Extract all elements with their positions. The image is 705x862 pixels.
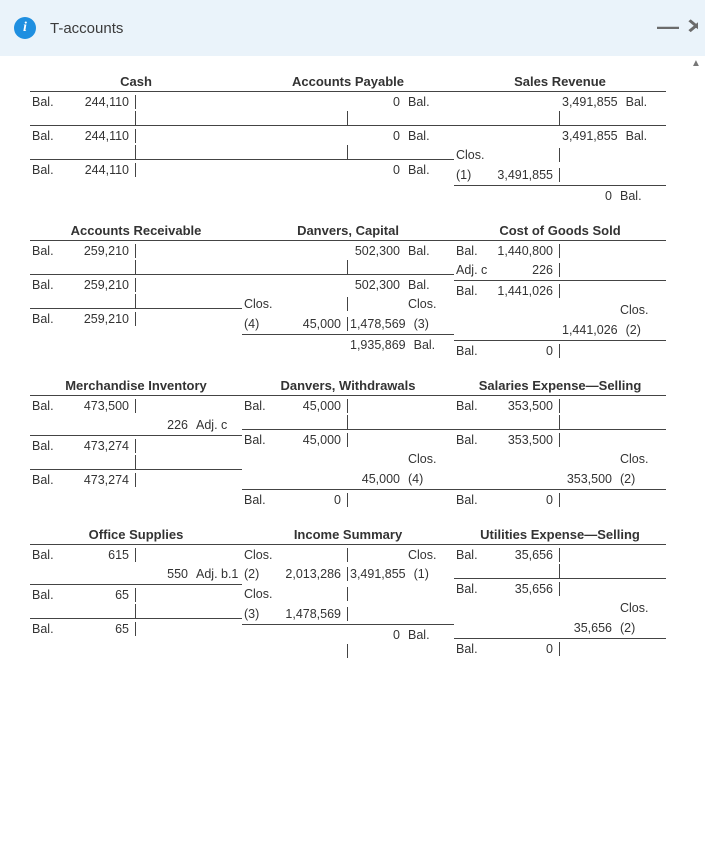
account-row: 1,441,026(2) (454, 320, 666, 340)
account-row: Clos. (242, 449, 454, 469)
scroll-up-icon[interactable]: ▲ (691, 58, 703, 70)
account-row: Bal.45,000 (242, 395, 454, 415)
t-account: Accounts Payable0Bal.0Bal.0Bal. (242, 74, 454, 205)
content-area: ▲ CashBal.244,110Bal.244,110Bal.244,110A… (0, 56, 705, 714)
t-account: Danvers, WithdrawalsBal.45,000Bal.45,000… (242, 378, 454, 509)
account-row: Bal.244,110 (30, 159, 242, 179)
account-row: Bal.35,656 (454, 544, 666, 564)
account-title: Salaries Expense—Selling (454, 378, 666, 396)
account-row: Bal.244,110 (30, 91, 242, 111)
dialog-header: i T-accounts — ✕ (0, 0, 705, 56)
account-row: Bal.35,656 (454, 578, 666, 598)
account-row-group: CashBal.244,110Bal.244,110Bal.244,110Acc… (30, 74, 681, 205)
t-account: Salaries Expense—SellingBal.353,500Bal.3… (454, 378, 666, 509)
account-row: Bal.473,500 (30, 395, 242, 415)
account-row: 0Bal. (242, 624, 454, 644)
account-title: Danvers, Withdrawals (242, 378, 454, 396)
t-account: Danvers, Capital502,300Bal.502,300Bal.Cl… (242, 223, 454, 360)
account-row: 35,656(2) (454, 618, 666, 638)
account-row: Adj. c226 (454, 260, 666, 280)
account-row-group: Office SuppliesBal.615550Adj. b.1Bal.65B… (30, 527, 681, 678)
account-row: (4)45,0001,478,569(3) (242, 314, 454, 334)
t-account: Merchandise InventoryBal.473,500226Adj. … (30, 378, 242, 509)
account-row: Bal.0 (454, 638, 666, 658)
account-row: Bal.615 (30, 544, 242, 564)
account-row: 3,491,855Bal. (454, 91, 666, 111)
account-row: Bal.65 (30, 618, 242, 638)
account-row (242, 658, 454, 678)
account-row: 226Adj. c (30, 415, 242, 435)
account-title: Cash (30, 74, 242, 92)
account-row: Bal.45,000 (242, 429, 454, 449)
account-row: 1,935,869Bal. (242, 334, 454, 354)
account-row: Bal.1,441,026 (454, 280, 666, 300)
t-account: Cost of Goods SoldBal.1,440,800Adj. c226… (454, 223, 666, 360)
account-title: Accounts Payable (242, 74, 454, 92)
account-row: Clos. (454, 300, 666, 320)
account-row: Bal.353,500 (454, 429, 666, 449)
minimize-icon[interactable]: — (657, 22, 679, 32)
t-account: Income SummaryClos.Clos.(2)2,013,2863,49… (242, 527, 454, 678)
account-title: Income Summary (242, 527, 454, 545)
account-row: Clos. (454, 145, 666, 165)
account-row: Bal.259,210 (30, 274, 242, 294)
account-row: 3,491,855Bal. (454, 125, 666, 145)
t-account: Accounts ReceivableBal.259,210Bal.259,21… (30, 223, 242, 360)
account-row: Bal.473,274 (30, 435, 242, 455)
account-row: Clos.Clos. (242, 544, 454, 564)
account-title: Danvers, Capital (242, 223, 454, 241)
close-icon[interactable]: ✕ (686, 14, 698, 39)
account-row: Bal.259,210 (30, 308, 242, 328)
account-row: Bal.65 (30, 584, 242, 604)
account-row: Bal.1,440,800 (454, 240, 666, 260)
account-title: Cost of Goods Sold (454, 223, 666, 241)
account-row: Clos. (454, 598, 666, 618)
t-account: CashBal.244,110Bal.244,110Bal.244,110 (30, 74, 242, 205)
account-row: 502,300Bal. (242, 240, 454, 260)
account-row: (2)2,013,2863,491,855(1) (242, 564, 454, 584)
account-row: 0Bal. (242, 159, 454, 179)
account-title: Office Supplies (30, 527, 242, 545)
account-row: Clos. (454, 449, 666, 469)
account-row: 0Bal. (242, 91, 454, 111)
account-title: Utilities Expense—Selling (454, 527, 666, 545)
account-row: (3)1,478,569 (242, 604, 454, 624)
account-title: Accounts Receivable (30, 223, 242, 241)
account-row: 353,500(2) (454, 469, 666, 489)
account-row: Bal.244,110 (30, 125, 242, 145)
window-controls: — ✕ (657, 14, 697, 39)
account-row: Clos.Clos. (242, 294, 454, 314)
account-row-group: Accounts ReceivableBal.259,210Bal.259,21… (30, 223, 681, 360)
account-row: Bal.473,274 (30, 469, 242, 489)
account-row: Bal.0 (454, 340, 666, 360)
t-account: Utilities Expense—SellingBal.35,656Bal.3… (454, 527, 666, 678)
account-row: 502,300Bal. (242, 274, 454, 294)
t-account: Office SuppliesBal.615550Adj. b.1Bal.65B… (30, 527, 242, 678)
account-row-group: Merchandise InventoryBal.473,500226Adj. … (30, 378, 681, 509)
account-row: Bal.353,500 (454, 395, 666, 415)
account-title: Sales Revenue (454, 74, 666, 92)
account-row: Clos. (242, 584, 454, 604)
t-account: Sales Revenue3,491,855Bal.3,491,855Bal.C… (454, 74, 666, 205)
account-title: Merchandise Inventory (30, 378, 242, 396)
account-row: 0Bal. (242, 125, 454, 145)
account-row: 45,000(4) (242, 469, 454, 489)
account-row: 550Adj. b.1 (30, 564, 242, 584)
account-row: Bal.0 (242, 489, 454, 509)
account-row: 0Bal. (454, 185, 666, 205)
info-icon: i (14, 17, 36, 39)
account-row: Bal.0 (454, 489, 666, 509)
account-row: (1)3,491,855 (454, 165, 666, 185)
account-row: Bal.259,210 (30, 240, 242, 260)
dialog-title: T-accounts (50, 20, 123, 37)
